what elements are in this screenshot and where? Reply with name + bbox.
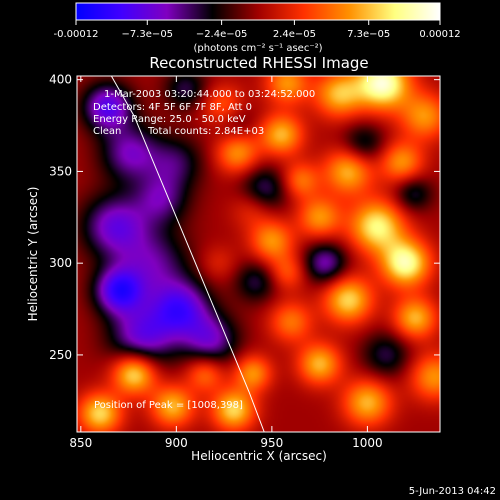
y-tick-label: 350 — [49, 164, 72, 178]
colorbar-tick-label: -0.00012 — [54, 29, 99, 40]
energy-range-annotation: Energy Range: 25.0 - 50.0 keV — [93, 114, 246, 125]
solar-limb-curve — [110, 76, 265, 432]
colorbar: -0.00012 −7.3e−05 −2.4e−05 2.4e−05 7.3e−05 0.… — [54, 2, 461, 54]
colorbar-tick-label: −7.3e−05 — [122, 29, 174, 40]
heatmap-image — [77, 76, 440, 432]
detectors-annotation: Detectors: 4F 5F 6F 7F 8F, Att 0 — [93, 102, 252, 113]
colorbar-tick-label: −2.4e−05 — [196, 29, 248, 40]
total-counts-annotation: Total counts: 2.84E+03 — [147, 126, 264, 137]
algorithm-annotation: Clean — [93, 126, 121, 137]
x-tick-label: 850 — [69, 436, 92, 450]
colorbar-ticks: -0.00012 −7.3e−05 −2.4e−05 2.4e−05 7.3e−05 0.… — [54, 20, 461, 40]
peak-position-annotation: Position of Peak = [1008,398] — [94, 400, 243, 411]
colorbar-unit-label: (photons cm⁻² s⁻¹ asec⁻²) — [193, 43, 322, 54]
y-axis-label: Heliocentric Y (arcsec) — [26, 187, 40, 322]
x-tick-label: 1000 — [352, 436, 383, 450]
y-tick-label: 250 — [49, 348, 72, 362]
y-axis-ticks: 250 300 350 400 — [49, 73, 440, 362]
x-axis-label: Heliocentric X (arcsec) — [191, 449, 327, 463]
generation-date: 5-Jun-2013 04:42 — [409, 486, 496, 497]
time-range-annotation: 1-Mar-2003 03:20:44.000 to 03:24:52.000 — [104, 89, 315, 100]
colorbar-tick-label: 7.3e−05 — [347, 29, 390, 40]
chart-title: Reconstructed RHESSI Image — [149, 54, 368, 72]
x-tick-label: 900 — [165, 436, 188, 450]
colorbar-tick-label: 2.4e−05 — [273, 29, 316, 40]
colorbar-tick-label: 0.00012 — [419, 29, 460, 40]
y-tick-label: 400 — [49, 73, 72, 87]
plot-area: 850 900 950 1000 250 300 350 400 — [49, 73, 441, 450]
x-axis-ticks: 850 900 950 1000 — [69, 76, 383, 450]
annotations: 1-Mar-2003 03:20:44.000 to 03:24:52.000 … — [93, 89, 315, 411]
colorbar-bar — [75, 2, 441, 21]
x-tick-label: 950 — [260, 436, 283, 450]
plot-frame — [76, 75, 441, 433]
y-tick-label: 300 — [49, 256, 72, 270]
